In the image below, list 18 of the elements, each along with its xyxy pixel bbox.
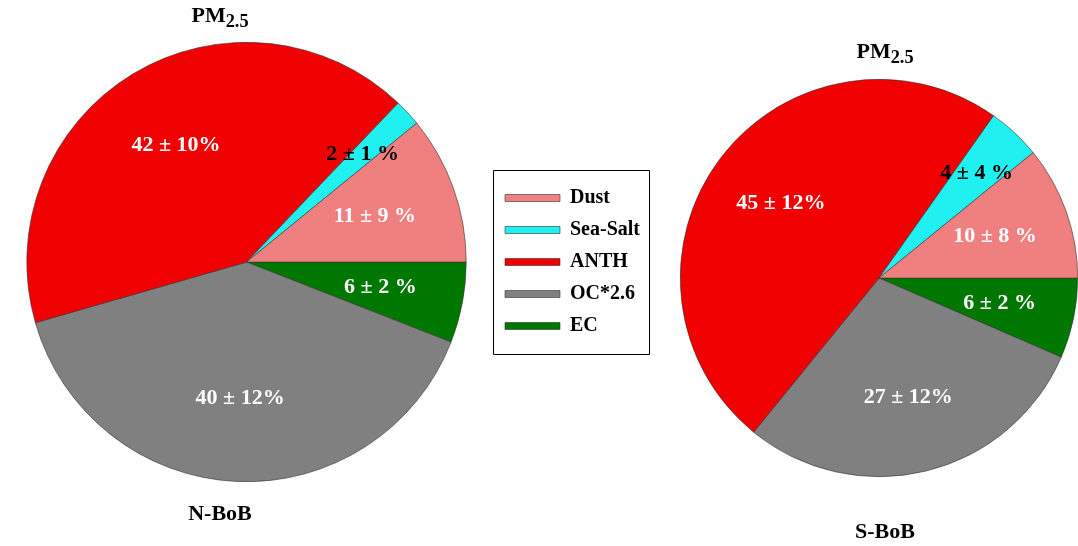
data-label: 10 ± 8 % xyxy=(953,222,1037,248)
data-label: 45 ± 12% xyxy=(736,189,826,215)
data-label: 40 ± 12% xyxy=(195,383,285,409)
text: S-BoB xyxy=(854,518,916,544)
data-label: 6 ± 2 % xyxy=(963,288,1036,314)
legend-label: ANTH xyxy=(570,249,629,272)
data-label: 27 ± 12% xyxy=(863,383,953,409)
data-label: 4 ± 4 % xyxy=(940,159,1013,185)
data-label: 42 ± 10% xyxy=(131,131,221,157)
legend-label: EC xyxy=(570,313,598,336)
data-label: 11 ± 9 % xyxy=(333,201,417,227)
data-label: 6 ± 2 % xyxy=(344,272,417,298)
legend-label: Dust xyxy=(570,185,611,208)
legend-label: Sea-Salt xyxy=(570,217,641,240)
legend-label: OC*2.6 xyxy=(570,281,635,304)
text: N-BoB xyxy=(187,500,253,526)
chart-title: PM$_{2.5}$ xyxy=(190,2,250,33)
chart-title: PM$_{2.5}$ xyxy=(855,38,915,69)
